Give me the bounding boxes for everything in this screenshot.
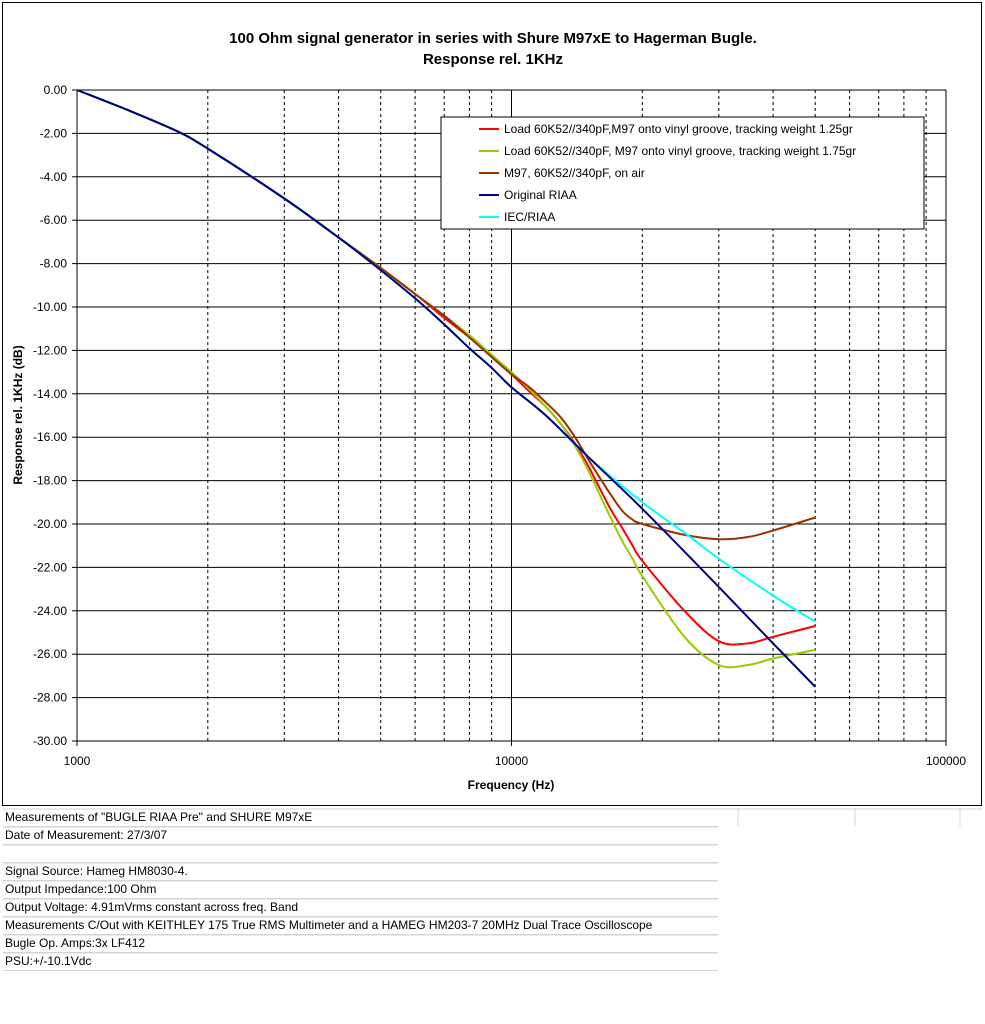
legend: Load 60K52//340pF,M97 onto vinyl groove,…	[440, 116, 925, 230]
note-row: Output Impedance:100 Ohm	[3, 881, 718, 899]
note-row: PSU:+/-10.1Vdc	[3, 953, 718, 971]
legend-entry: Original RIAA	[504, 188, 577, 202]
chart-title: 100 Ohm signal generator in series with …	[229, 30, 757, 47]
note-row	[3, 845, 718, 863]
y-axis-title: Response rel. 1KHz (dB)	[11, 345, 25, 484]
note-row: Output Voltage: 4.91mVrms constant acros…	[3, 899, 718, 917]
legend-entry: Load 60K52//340pF, M97 onto vinyl groove…	[504, 144, 856, 158]
legend-box	[440, 116, 925, 230]
x-tick-label: 1000	[64, 754, 91, 768]
y-tick-label: -6.00	[40, 213, 68, 227]
note-row: Measurements C/Out with KEITHLEY 175 Tru…	[3, 917, 718, 935]
note-row: Signal Source: Hameg HM8030-4.	[3, 863, 718, 881]
series-layer	[76, 89, 816, 688]
legend-entry: Load 60K52//340pF,M97 onto vinyl groove,…	[504, 122, 853, 136]
y-tick-label: -12.00	[33, 343, 67, 357]
grid-layer	[76, 89, 947, 742]
note-row: Measurements of "BUGLE RIAA Pre" and SHU…	[3, 809, 718, 827]
series-line-4	[76, 89, 816, 688]
y-tick-label: -24.00	[33, 604, 67, 618]
y-tick-label: -30.00	[33, 734, 67, 748]
y-tick-label: -20.00	[33, 517, 67, 531]
x-axis-title: Frequency (Hz)	[468, 778, 555, 792]
y-tick-label: -8.00	[40, 257, 68, 271]
y-tick-label: 0.00	[44, 83, 68, 97]
chart-subtitle: Response rel. 1KHz	[423, 51, 563, 68]
y-tick-label: -2.00	[40, 126, 68, 140]
y-tick-label: -14.00	[33, 387, 67, 401]
note-row: Bugle Op. Amps:3x LF412	[3, 935, 718, 953]
axis-layer: 0.00 -2.00 -4.00 -6.00 -8.00 -10.00 -12.00 -14.…	[33, 83, 966, 768]
y-tick-label: -26.00	[33, 647, 67, 661]
y-tick-label: -18.00	[33, 474, 67, 488]
y-tick-label: -28.00	[33, 691, 67, 705]
legend-entry: M97, 60K52//340pF, on air	[504, 166, 645, 180]
y-tick-label: -4.00	[40, 170, 68, 184]
x-tick-label: 100000	[926, 754, 966, 768]
y-tick-label: -22.00	[33, 560, 67, 574]
response-chart: 100 Ohm signal generator in series with …	[11, 30, 966, 792]
measurement-notes: Measurements of "BUGLE RIAA Pre" and SHU…	[3, 809, 718, 971]
y-tick-label: -16.00	[33, 430, 67, 444]
y-tick-label: -10.00	[33, 300, 67, 314]
x-tick-label: 10000	[495, 754, 529, 768]
note-row: Date of Measurement: 27/3/07	[3, 827, 718, 845]
legend-entry: IEC/RIAA	[504, 210, 555, 224]
